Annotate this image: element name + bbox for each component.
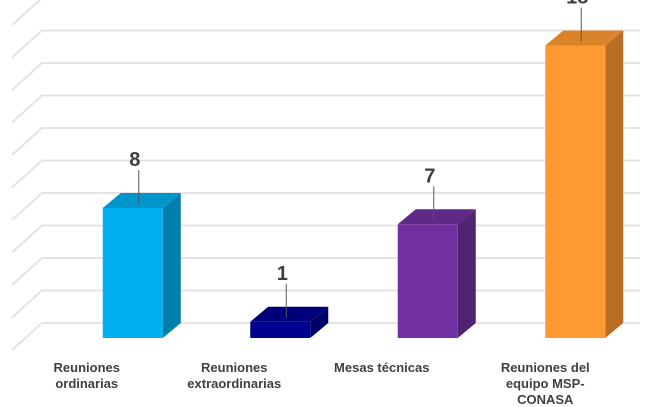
bar-side: [605, 30, 624, 338]
bar-side: [162, 193, 181, 338]
bar: [397, 224, 458, 338]
grid-line: [11, 62, 640, 91]
x-tick-label: Reuniones del equipo MSP-CONASA: [500, 360, 590, 407]
grid-line: [11, 29, 640, 59]
grid-line: [11, 0, 42, 26]
bar-side: [310, 306, 329, 338]
bar-side: [457, 209, 476, 338]
grid-line: [11, 127, 640, 156]
value-label: 7: [424, 165, 435, 187]
bar: [250, 321, 311, 338]
x-tick-label: Mesas técnicas: [334, 360, 430, 375]
bar-top: [545, 30, 624, 46]
value-label: 1: [277, 263, 288, 285]
bar-top: [250, 306, 329, 322]
bar: [102, 208, 163, 338]
value-label: 8: [129, 149, 140, 171]
grid-line: [11, 159, 640, 189]
x-tick-label: Reuniones extraordinarias: [187, 360, 282, 391]
bar-top: [102, 193, 181, 208]
x-tick-label: Reuniones ordinarias: [53, 360, 120, 391]
bar: [545, 45, 606, 338]
grid-line: [11, 94, 640, 124]
value-label: 18: [566, 0, 588, 9]
bar-top: [397, 209, 476, 225]
grid-line: [11, 192, 640, 221]
